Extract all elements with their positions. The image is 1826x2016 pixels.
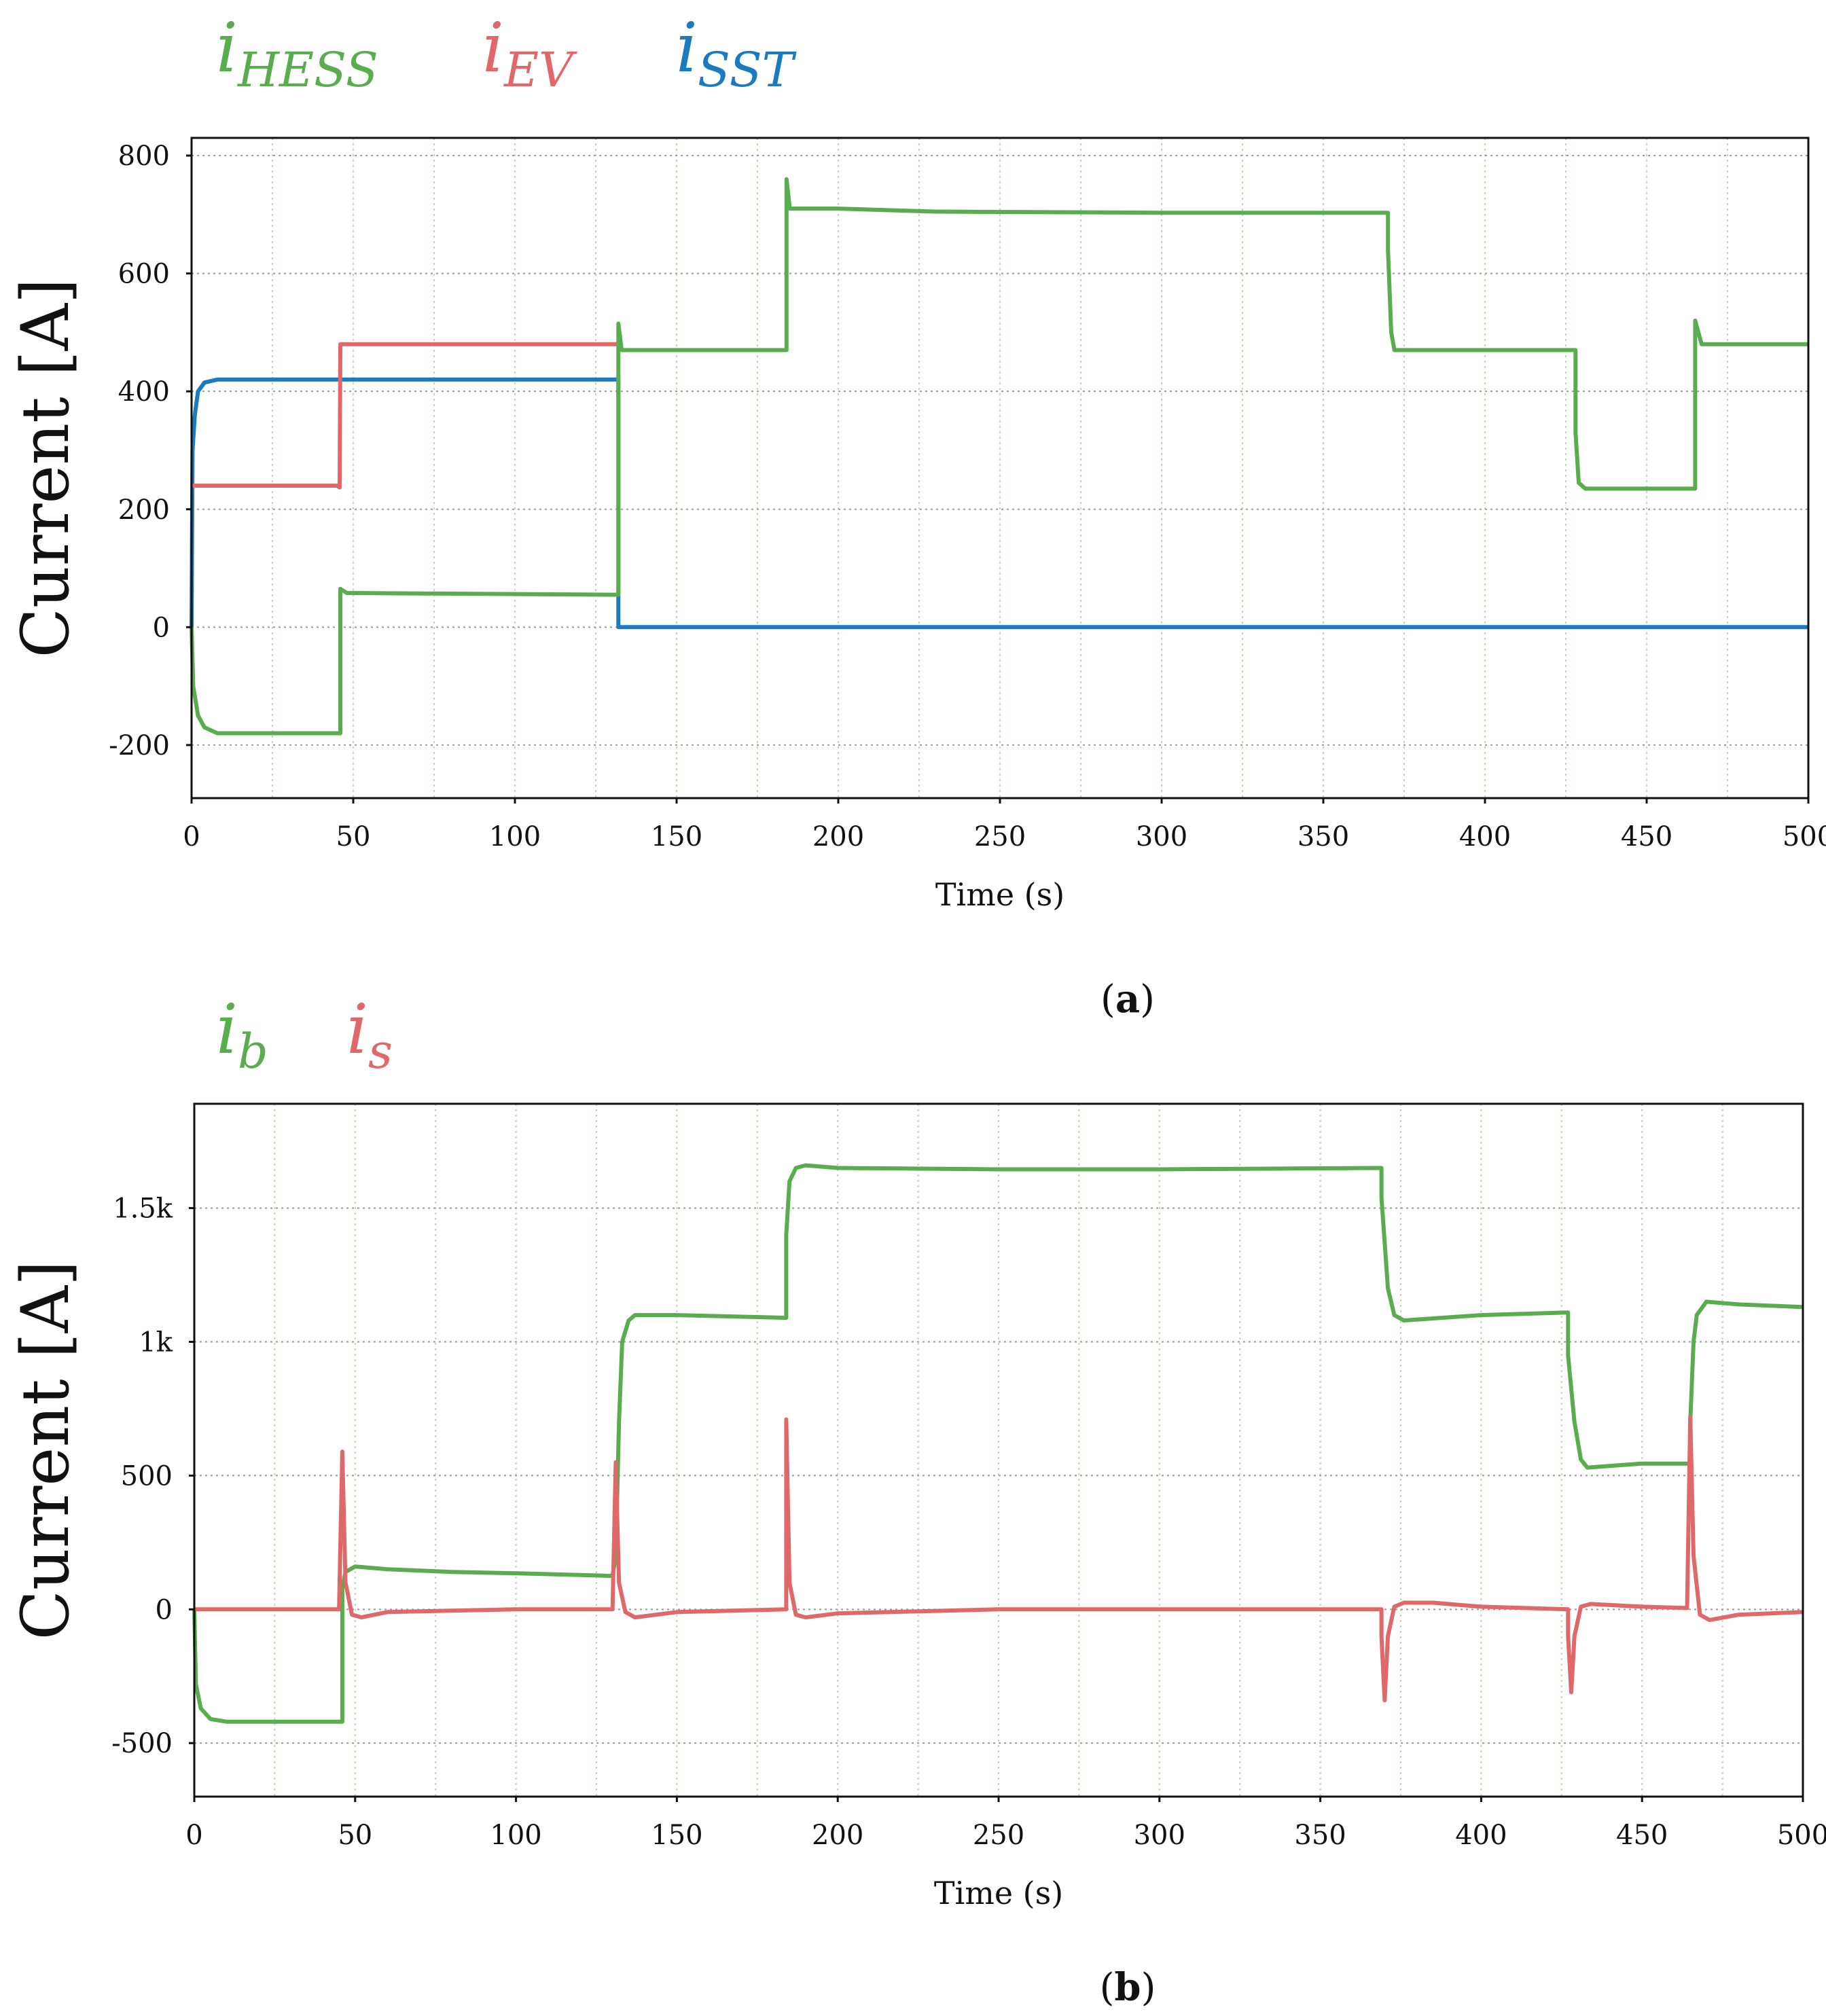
y-tick-label: 0 bbox=[156, 1594, 173, 1625]
x-tick-label: 150 bbox=[651, 821, 702, 852]
series-i-b bbox=[192, 1163, 1804, 1724]
legend-sub: b bbox=[238, 1024, 268, 1079]
legend-item-i-b: ib bbox=[216, 990, 268, 1079]
x-tick-label: 200 bbox=[812, 821, 864, 852]
x-tick-label: 500 bbox=[1777, 1820, 1826, 1851]
legend-sub: HESS bbox=[236, 42, 378, 98]
y-tick-label: 1.5k bbox=[113, 1193, 173, 1225]
x-tick-label: 100 bbox=[489, 821, 541, 852]
legend-sub: SST bbox=[698, 42, 797, 98]
grid-a bbox=[191, 138, 1809, 798]
y-tick-label: -500 bbox=[111, 1728, 173, 1759]
y-tick-label: 200 bbox=[118, 494, 170, 526]
legend-item-i-sst: iSST bbox=[676, 8, 797, 98]
series-a bbox=[190, 177, 1808, 736]
y-tick-label: 0 bbox=[153, 612, 170, 643]
y-ticks-a: -200 0 200 400 600 800 bbox=[109, 141, 192, 761]
x-tick-label: 250 bbox=[974, 821, 1026, 852]
legend-base: i bbox=[482, 8, 504, 88]
x-tick-label: 0 bbox=[183, 821, 200, 852]
grid-b bbox=[194, 1104, 1804, 1797]
x-tick-label: 250 bbox=[973, 1820, 1024, 1851]
legend-base: i bbox=[216, 8, 238, 88]
x-tick-label: 450 bbox=[1616, 1820, 1668, 1851]
x-tick-label: 350 bbox=[1294, 1820, 1346, 1851]
y-tick-label: 500 bbox=[121, 1460, 173, 1492]
y-axis-label-b: Current [A] bbox=[7, 1260, 84, 1640]
x-tick-label: 500 bbox=[1783, 821, 1826, 852]
legend-item-i-ev: iEV bbox=[482, 8, 577, 98]
x-tick-label: 400 bbox=[1459, 821, 1511, 852]
x-tick-label: 350 bbox=[1297, 821, 1349, 852]
y-tick-label: 800 bbox=[118, 141, 170, 172]
x-tick-label: 450 bbox=[1621, 821, 1672, 852]
y-axis-label-a: Current [A] bbox=[7, 278, 84, 658]
x-tick-label: 0 bbox=[185, 1820, 202, 1851]
y-tick-label: 400 bbox=[118, 376, 170, 408]
series-i-s bbox=[194, 1414, 1804, 1703]
x-ticks-b: 0 50 100 150 200 250 300 350 400 450 500 bbox=[185, 1797, 1826, 1851]
x-tick-label: 50 bbox=[338, 1820, 372, 1851]
series-i-hess bbox=[190, 177, 1808, 736]
x-ticks-a: 0 50 100 150 200 250 300 350 400 450 500 bbox=[183, 798, 1826, 852]
legend-item-i-s: is bbox=[346, 990, 393, 1079]
legend-base: i bbox=[346, 990, 368, 1069]
legend-base: i bbox=[216, 990, 238, 1069]
legend-b: ib is bbox=[216, 990, 393, 1079]
caption-b: (b) bbox=[1100, 1965, 1156, 2010]
x-tick-label: 200 bbox=[812, 1820, 863, 1851]
legend-a: iHESS iEV iSST bbox=[216, 8, 797, 98]
legend-base: i bbox=[676, 8, 698, 88]
y-tick-label: -200 bbox=[109, 730, 170, 761]
x-tick-label: 100 bbox=[490, 1820, 541, 1851]
legend-sub: s bbox=[368, 1024, 393, 1079]
legend-sub: EV bbox=[503, 42, 577, 98]
y-ticks-b: -500 0 500 1k 1.5k bbox=[111, 1193, 194, 1759]
x-axis-label-b: Time (s) bbox=[934, 1875, 1063, 1911]
x-tick-label: 300 bbox=[1136, 821, 1187, 852]
series-b bbox=[192, 1163, 1804, 1724]
x-tick-label: 300 bbox=[1134, 1820, 1185, 1851]
x-tick-label: 400 bbox=[1455, 1820, 1507, 1851]
y-tick-label: 600 bbox=[118, 259, 170, 290]
legend-item-i-hess: iHESS bbox=[216, 8, 378, 98]
x-tick-label: 150 bbox=[651, 1820, 702, 1851]
caption-a: (a) bbox=[1100, 977, 1155, 1022]
series-i-ev bbox=[192, 342, 619, 490]
y-tick-label: 1k bbox=[139, 1327, 173, 1358]
x-tick-label: 50 bbox=[336, 821, 371, 852]
x-axis-label-a: Time (s) bbox=[935, 876, 1064, 913]
